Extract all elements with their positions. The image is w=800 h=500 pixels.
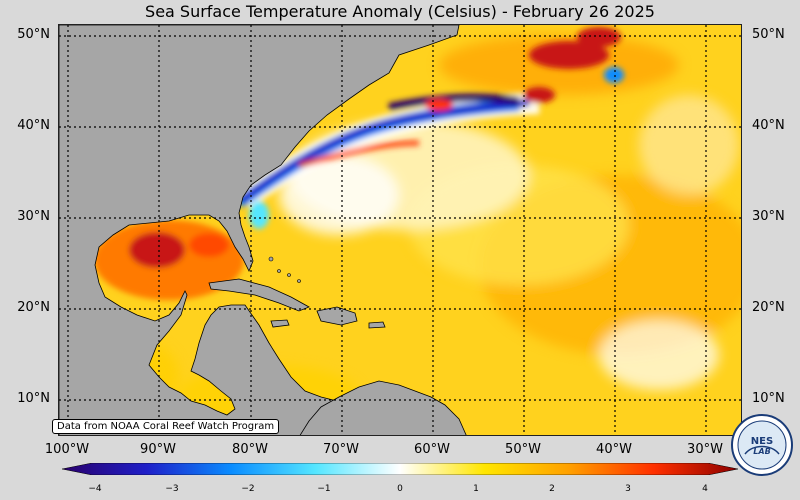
lat-label-30n-right: 30°N xyxy=(752,209,785,224)
nesdis-logo: NES LAB xyxy=(731,414,793,476)
lon-label-80w: 80°W xyxy=(232,442,268,457)
data-credit: Data from NOAA Coral Reef Watch Program xyxy=(52,419,280,434)
colorbar-tick-1: 1 xyxy=(473,484,479,494)
lon-label-30w: 30°W xyxy=(687,442,723,457)
lat-label-40n-right: 40°N xyxy=(752,118,785,133)
lon-label-50w: 50°W xyxy=(505,442,541,457)
lat-label-40n-left: 40°N xyxy=(17,118,50,133)
gulf-stream-anomaly xyxy=(235,27,624,229)
colorbar-tick-4: 4 xyxy=(702,484,708,494)
svg-text:LAB: LAB xyxy=(753,447,770,456)
bahamas xyxy=(268,256,301,283)
lat-label-10n-left: 10°N xyxy=(17,391,50,406)
colorbar-tick-neg3: −3 xyxy=(165,484,179,494)
colorbar-tick-neg2: −2 xyxy=(241,484,255,494)
colorbar xyxy=(62,463,738,475)
land-jamaica xyxy=(270,319,290,328)
land-puerto-rico xyxy=(368,321,386,329)
colorbar-tick-neg1: −1 xyxy=(317,484,331,494)
map-title: Sea Surface Temperature Anomaly (Celsius… xyxy=(145,2,655,21)
gulf-warm-anomaly xyxy=(94,220,244,300)
lon-label-70w: 70°W xyxy=(323,442,359,457)
colorbar-tick-2: 2 xyxy=(549,484,555,494)
lon-label-60w: 60°W xyxy=(414,442,450,457)
lon-label-100w: 100°W xyxy=(44,442,90,457)
lat-label-20n-left: 20°N xyxy=(17,300,50,315)
lat-label-10n-right: 10°N xyxy=(752,391,785,406)
land-cuba xyxy=(208,278,310,312)
lat-label-20n-right: 20°N xyxy=(752,300,785,315)
colorbar-tick-3: 3 xyxy=(625,484,631,494)
lon-label-40w: 40°W xyxy=(596,442,632,457)
lat-label-50n-left: 50°N xyxy=(17,27,50,42)
land-hispaniola xyxy=(316,306,358,326)
anomaly-field xyxy=(59,35,741,425)
colorbar-tick-0: 0 xyxy=(397,484,403,494)
graticule xyxy=(59,25,741,435)
sst-anomaly-map xyxy=(58,24,742,436)
lat-label-50n-right: 50°N xyxy=(752,27,785,42)
lon-label-90w: 90°W xyxy=(140,442,176,457)
svg-text:NES: NES xyxy=(751,436,773,447)
colorbar-tick-neg4: −4 xyxy=(88,484,102,494)
lat-label-30n-left: 30°N xyxy=(17,209,50,224)
